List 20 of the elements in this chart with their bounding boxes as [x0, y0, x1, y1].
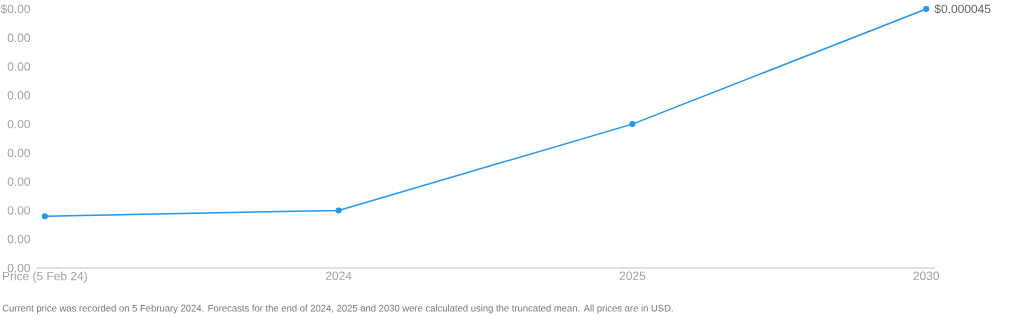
x-tick-label: 2025 — [619, 271, 646, 280]
x-tick-label: 2024 — [325, 271, 352, 280]
y-tick-label: 0.00 — [7, 177, 31, 186]
point — [629, 121, 636, 128]
y-tick-label: $0.00 — [0, 4, 31, 14]
text: Current price was recorded on 5 February 2024. Forecasts for the end of 2024, 2025 and 2030 were calculated using the truncated mean. All prices are in USD. — [2, 304, 673, 314]
point — [335, 207, 342, 214]
x-tick-label: 2030 — [913, 271, 940, 280]
y-tick-label: 0.00 — [7, 234, 31, 244]
point — [923, 5, 930, 13]
y-tick-label: 0.00 — [7, 119, 31, 129]
y-tick-label: 0.00 — [7, 91, 31, 100]
x-tick-label: Price (5 Feb 24) — [2, 271, 87, 283]
y-tick-label: 0.00 — [7, 148, 31, 158]
y-tick-label: 0.00 — [7, 263, 31, 273]
y-tick-label: 0.00 — [7, 33, 31, 42]
data-label: $0.000045 — [934, 4, 991, 14]
y-tick-label: 0.00 — [7, 62, 31, 71]
y-tick-label: 0.00 — [7, 206, 31, 215]
point — [41, 213, 48, 220]
